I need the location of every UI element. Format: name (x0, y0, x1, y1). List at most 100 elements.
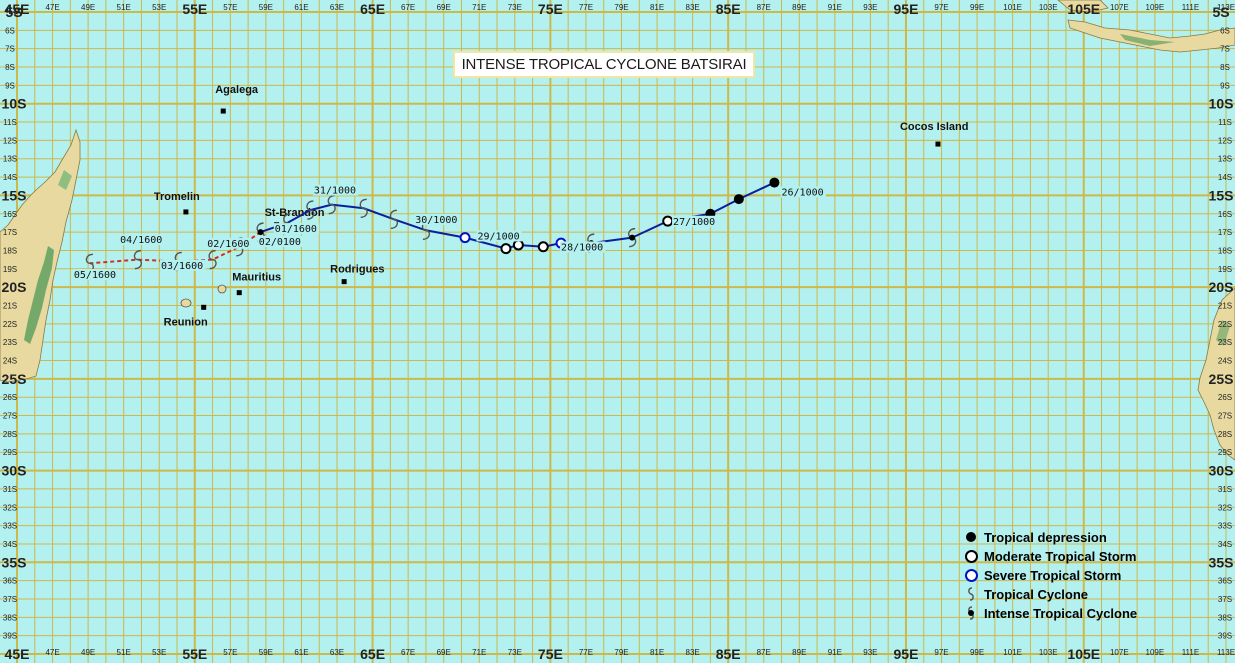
longitude-label: 97E (934, 648, 948, 657)
legend-label: Moderate Tropical Storm (984, 548, 1137, 564)
latitude-label: 37S (3, 595, 17, 604)
latitude-label: 27S (3, 412, 17, 421)
longitude-label: 71E (472, 648, 486, 657)
latitude-label-major: 5S (5, 4, 22, 20)
longitude-label: 89E (792, 648, 806, 657)
longitude-label: 99E (970, 648, 984, 657)
latitude-label: 23S (3, 338, 17, 347)
place-label: Reunion (164, 316, 208, 328)
date-label-bg (119, 234, 165, 246)
tropical-cyclone-marker (389, 209, 398, 229)
latitude-label-major: 30S (2, 463, 27, 479)
latitude-label: 22S (1218, 320, 1232, 329)
latitude-label-major: 25S (2, 371, 27, 387)
longitude-label: 57E (223, 648, 237, 657)
latitude-label: 36S (1218, 577, 1232, 586)
latitude-label: 28S (3, 430, 17, 439)
longitude-label-major: 55E (182, 1, 207, 17)
latitude-label-major: 15S (2, 187, 27, 203)
longitude-label: 93E (863, 3, 877, 12)
latitude-label: 32S (1218, 503, 1232, 512)
latitude-label: 9S (1220, 81, 1230, 90)
longitude-label: 69E (437, 3, 451, 12)
longitude-label: 107E (1110, 3, 1129, 12)
latitude-label-major: 10S (2, 96, 27, 112)
place-marker (935, 141, 941, 147)
place-marker (220, 108, 226, 114)
date-label: 04/1600 (120, 235, 162, 246)
longitude-label: 103E (1039, 3, 1058, 12)
longitude-label: 57E (223, 3, 237, 12)
latitude-label: 28S (1218, 430, 1232, 439)
latitude-label: 18S (1218, 246, 1232, 255)
legend-label: Severe Tropical Storm (984, 567, 1122, 583)
date-label: 02/0100 (259, 237, 301, 248)
longitude-label: 93E (863, 648, 877, 657)
latitude-label-major: 20S (2, 279, 27, 295)
latitude-label: 7S (5, 45, 15, 54)
place-marker (341, 279, 347, 285)
latitude-label: 33S (3, 522, 17, 531)
longitude-label: 63E (330, 648, 344, 657)
longitude-label-major: 85E (716, 646, 741, 662)
latitude-label: 16S (3, 210, 17, 219)
longitude-label: 63E (330, 3, 344, 12)
latitude-label: 38S (1218, 613, 1232, 622)
legend-label: Tropical depression (984, 529, 1107, 545)
latitude-label: 17S (1218, 228, 1232, 237)
cyclone-glyph-stroke (359, 198, 368, 218)
longitude-label: 61E (294, 648, 308, 657)
java-land (1067, 19, 1235, 53)
latitude-label-major: 5S (1212, 4, 1229, 20)
longitude-label: 101E (1003, 648, 1022, 657)
longitude-label-major: 105E (1067, 1, 1100, 17)
date-label: 28/1000 (561, 242, 603, 253)
longitude-label: 49E (81, 3, 95, 12)
longitude-label-major: 45E (5, 1, 30, 17)
latitude-label: 33S (1218, 522, 1232, 531)
longitude-label: 97E (934, 3, 948, 12)
longitude-label: 71E (472, 3, 486, 12)
tropical-depression-marker (769, 177, 780, 188)
date-label-bg (780, 186, 826, 198)
latitude-label: 12S (3, 136, 17, 145)
legend-item-tropical-cyclone: Tropical Cyclone (960, 585, 1088, 603)
date-label: 26/1000 (782, 187, 824, 198)
legend-label: Tropical Cyclone (984, 586, 1089, 602)
place-label: Mauritius (232, 272, 281, 284)
place-marker (183, 209, 189, 215)
latitude-label-major: 35S (2, 554, 27, 570)
longitude-label: 47E (45, 3, 59, 12)
latitude-label: 18S (3, 246, 17, 255)
latitude-label: 24S (3, 357, 17, 366)
latitude-label-major: 10S (1209, 96, 1234, 112)
longitude-label-major: 105E (1067, 646, 1100, 662)
tropical-depression-marker (733, 194, 744, 205)
java-vegetation (1120, 34, 1175, 46)
longitude-label: 109E (1146, 648, 1165, 657)
date-label: 01/1600 (275, 224, 317, 235)
cyclone-glyph-stroke (208, 249, 217, 270)
latitude-label: 34S (1218, 540, 1232, 549)
longitude-label: 49E (81, 648, 95, 657)
date-label-bg (257, 235, 304, 247)
latitude-label: 39S (3, 632, 17, 641)
latitude-label: 8S (5, 63, 15, 72)
longitude-label: 113E (1217, 648, 1235, 657)
latitude-label: 26S (3, 393, 17, 402)
reunion-island (180, 298, 192, 308)
date-label: 31/1000 (314, 186, 356, 197)
moderate-storm-marker (662, 215, 674, 227)
date-label: 02/1600 (207, 239, 249, 250)
longitude-label: 61E (294, 3, 308, 12)
longitude-label: 87E (757, 648, 771, 657)
legend-item-moderate-tropical-storm: Moderate Tropical Storm (960, 547, 1136, 565)
madagascar-vegetation (24, 246, 54, 344)
latitude-label-major: 30S (1209, 463, 1234, 479)
moderate-storm-marker (537, 241, 549, 253)
date-label: 29/1000 (477, 231, 519, 242)
intense-cyclone-icon (960, 604, 982, 622)
longitude-label: 109E (1146, 3, 1165, 12)
